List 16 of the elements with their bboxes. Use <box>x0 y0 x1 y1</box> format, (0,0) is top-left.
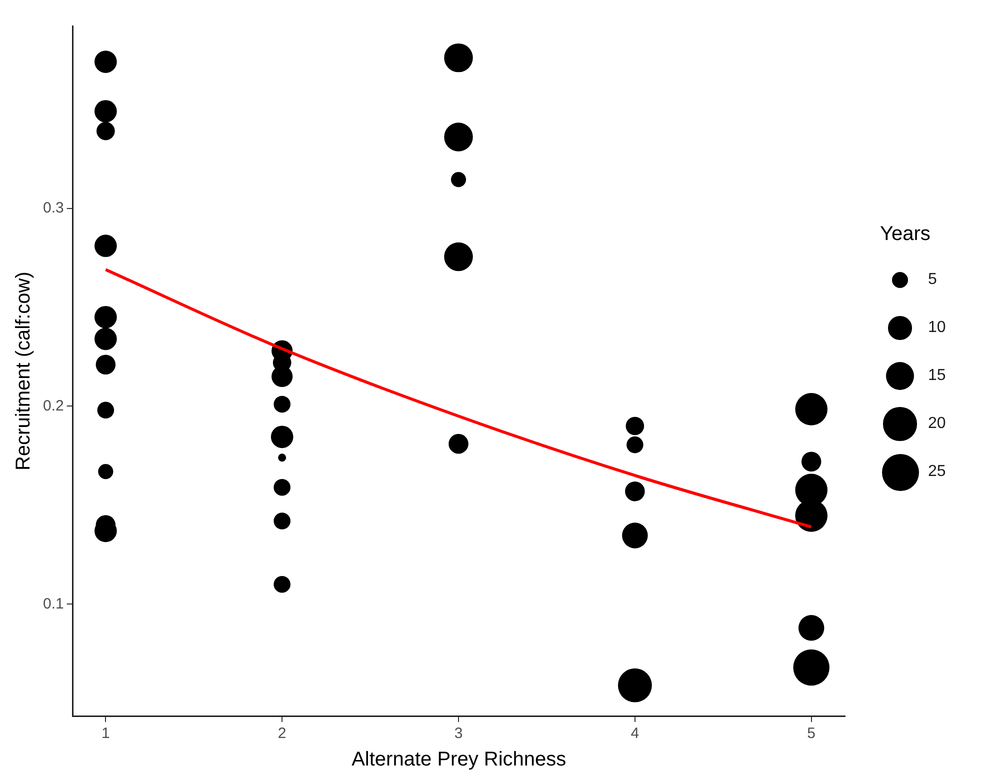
y-tick-label: 0.2 <box>42 397 64 414</box>
y-axis-title: Recruitment (calf:cow) <box>12 272 35 471</box>
y-tick-label: 0.3 <box>42 199 64 216</box>
x-tick-label: 2 <box>278 725 286 742</box>
x-axis-title: Alternate Prey Richness <box>352 748 566 771</box>
x-tick-label: 4 <box>630 725 640 742</box>
legend-title: Years <box>880 223 932 246</box>
legend-label: 20 <box>928 415 946 433</box>
legend-label: 15 <box>928 367 946 385</box>
x-tick-label: 3 <box>454 725 463 742</box>
y-tick-label: 0.1 <box>42 595 64 612</box>
legend-label: 25 <box>928 463 946 481</box>
x-tick-label: 5 <box>807 725 816 742</box>
x-tick-label: 1 <box>101 725 110 742</box>
legend-label: 10 <box>928 319 946 337</box>
legend-label: 5 <box>928 271 937 289</box>
